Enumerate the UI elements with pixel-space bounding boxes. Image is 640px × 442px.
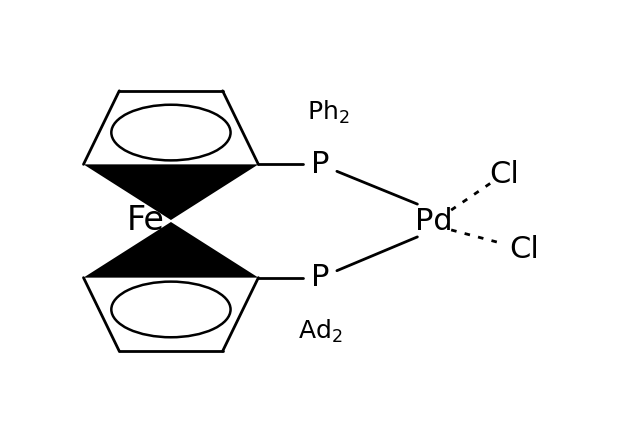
Text: Pd: Pd — [415, 206, 453, 236]
Polygon shape — [83, 164, 259, 220]
Text: Cl: Cl — [489, 160, 519, 189]
Text: Ad$_2$: Ad$_2$ — [298, 318, 342, 345]
Text: Fe: Fe — [127, 205, 165, 237]
Text: Ph$_2$: Ph$_2$ — [307, 99, 349, 126]
Text: Cl: Cl — [509, 235, 539, 264]
Text: P: P — [311, 150, 329, 179]
Text: P: P — [311, 263, 329, 292]
Polygon shape — [83, 222, 259, 278]
